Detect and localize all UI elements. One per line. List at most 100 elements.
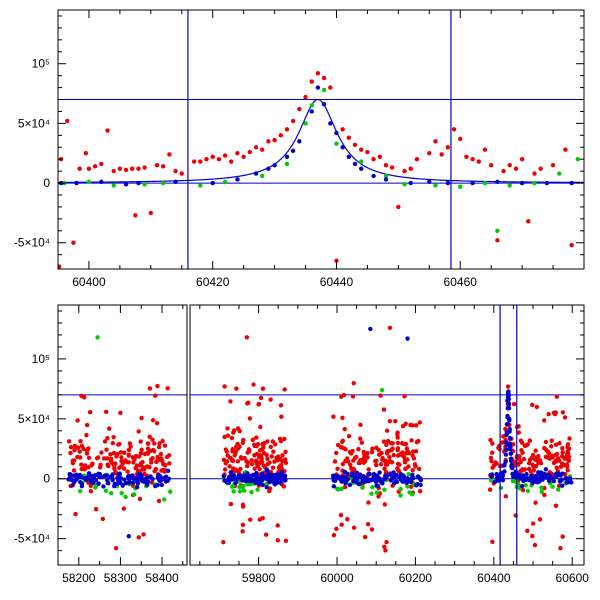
data-point [144,475,150,481]
data-point [240,440,246,446]
data-point [108,490,114,496]
data-point [297,139,302,144]
x-tick-label: 60200 [399,571,433,585]
data-point [258,395,264,401]
data-point [198,183,203,188]
data-point [504,447,509,452]
data-point [380,455,385,461]
data-point [96,481,101,486]
data-point [148,210,154,216]
data-point [554,451,560,457]
data-point [396,204,401,210]
data-point [359,159,364,164]
data-point [240,522,246,528]
data-point [403,421,408,427]
data-point [270,439,276,444]
data-point [410,449,416,454]
data-point [248,517,253,522]
y-tick-label: 5×10⁴ [18,412,50,426]
data-point [328,85,333,90]
data-point [525,488,531,494]
data-point [149,460,154,465]
data-point [409,492,415,497]
data-point [163,463,168,468]
y-tick-label: -5×10⁴ [14,236,50,250]
data-point [488,162,494,168]
data-point [71,240,76,245]
data-point [358,458,363,463]
data-point [117,441,122,447]
data-point [255,487,260,492]
data-point [235,151,240,156]
data-point [93,485,98,490]
data-point [497,443,502,448]
data-point [500,440,505,445]
data-point [278,480,283,485]
data-point [225,453,230,458]
data-point [168,489,173,494]
data-point [141,466,146,472]
data-point [236,469,241,475]
data-point [233,477,238,482]
data-point [503,452,509,457]
data-point [523,483,528,488]
data-point [361,459,366,465]
data-point [569,180,574,186]
data-point [166,453,172,458]
data-point [254,435,259,440]
data-point [275,538,280,543]
data-point [77,488,83,494]
data-point [75,418,80,423]
data-point [231,428,237,433]
data-point [505,394,511,400]
y-tick-label: 0 [43,176,50,190]
data-point [267,477,272,482]
data-point [266,139,271,144]
data-point [408,166,413,171]
data-point [86,455,92,461]
data-point [530,533,535,539]
data-point [271,449,276,454]
data-point [309,79,314,84]
data-point [562,415,568,420]
data-point [280,453,285,458]
data-point [173,168,178,174]
data-point [95,335,100,340]
data-point [387,454,392,460]
data-point [142,182,147,187]
data-point [359,440,364,445]
x-tick-label: 60400 [477,571,511,585]
data-point [356,446,361,452]
data-point [79,443,85,449]
data-point [224,459,230,464]
data-point [156,444,162,450]
data-point [150,418,156,423]
data-point [278,133,283,138]
data-point [229,484,235,489]
plot-frame-segment [189,304,585,566]
data-point [88,488,94,494]
data-point [507,183,512,188]
data-point [334,526,339,531]
data-point [265,461,271,467]
data-point [533,448,538,453]
data-point [417,489,423,494]
data-point [393,473,398,478]
data-point [543,439,549,445]
data-point [385,462,390,467]
data-point [303,121,308,126]
data-point [82,463,88,468]
data-point [179,171,184,176]
data-point [516,430,522,435]
data-point [527,438,533,443]
data-point [539,489,544,495]
data-point [234,386,239,391]
data-point [393,479,399,484]
data-point [503,459,508,464]
data-point [331,484,336,489]
data-point [283,538,289,544]
data-point [538,166,543,171]
data-point [470,156,475,162]
data-point [268,397,273,402]
data-point [278,403,284,408]
